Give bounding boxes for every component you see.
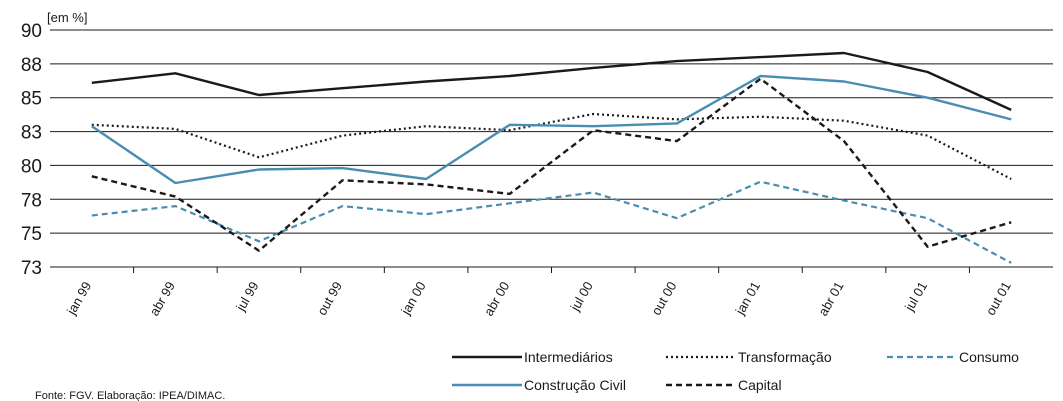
series-line	[91, 77, 1012, 252]
x-tick-label: out 00	[648, 279, 679, 318]
y-tick-label: 85	[21, 89, 42, 110]
legend-item: Construção Civil	[452, 377, 626, 393]
legend-label: Consumo	[959, 349, 1019, 365]
series-line	[91, 51, 1012, 111]
x-tick-label: abr 00	[481, 279, 512, 318]
y-tick-label: 88	[21, 55, 42, 76]
y-tick-label: 80	[21, 156, 42, 177]
legend-item: Capital	[666, 377, 782, 393]
legend-item: Transformação	[666, 349, 832, 365]
legend-label: Transformação	[738, 349, 832, 365]
x-tick-label: out 99	[314, 279, 345, 318]
y-tick-label: 83	[21, 123, 42, 144]
x-axis: jan 99 abr 99 jul 99 out 99 jan 00 abr 00 jul …	[63, 267, 1014, 318]
x-tick-label: abr 01	[815, 279, 846, 318]
x-tick-label: abr 99	[147, 279, 178, 318]
x-tick-label: jul 99	[233, 279, 262, 314]
legend-label: Capital	[738, 377, 782, 393]
series-line	[91, 112, 1012, 180]
x-tick-label: out 01	[983, 279, 1014, 318]
legend-label: Intermediários	[524, 349, 613, 365]
y-tick-label: 78	[21, 190, 42, 211]
x-tick-label: jan 00	[398, 279, 429, 318]
x-tick-label: jan 99	[63, 279, 94, 318]
series-line	[91, 180, 1012, 264]
legend-item: Intermediários	[452, 349, 613, 365]
legend-label: Construção Civil	[524, 377, 626, 393]
x-tick-label: jul 01	[901, 279, 930, 314]
gridlines	[50, 29, 1053, 268]
x-tick-label: jan 01	[732, 279, 763, 318]
y-tick-label: 73	[21, 258, 42, 279]
y-tick-label: 75	[21, 224, 42, 245]
unit-label: [em %]	[47, 10, 87, 25]
legend: Intermediários Transformação Consumo Constr…	[452, 349, 1019, 393]
source-note: Fonte: FGV. Elaboração: IPEA/DIMAC.	[35, 390, 225, 401]
y-tick-label: 90	[21, 21, 42, 42]
x-tick-label: jul 00	[567, 279, 596, 314]
series-lines	[91, 51, 1012, 264]
y-axis-ticks: 90 88 85 83 80 78 75 73	[21, 21, 42, 279]
series-line	[91, 74, 1012, 185]
legend-item: Consumo	[887, 349, 1019, 365]
